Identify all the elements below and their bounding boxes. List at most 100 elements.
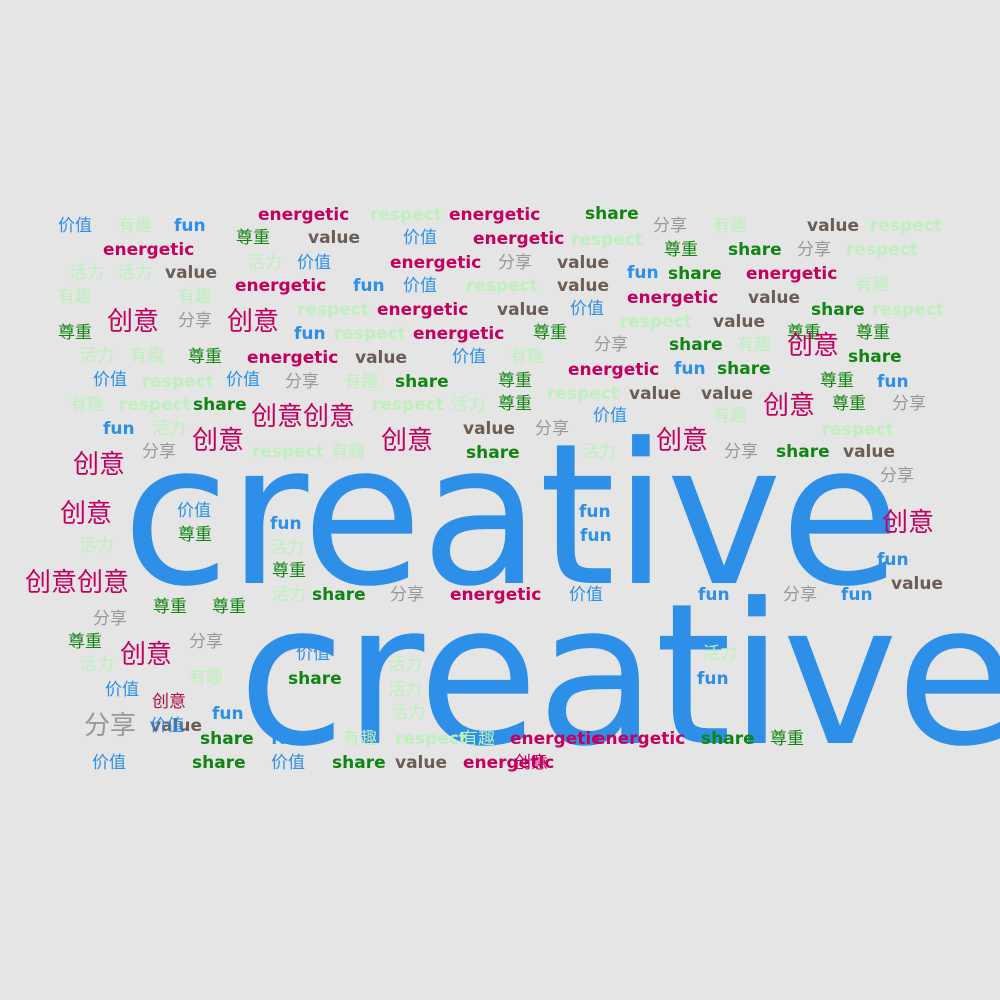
word-youqu: 有趣 xyxy=(344,372,378,392)
word-fenxiang: 分享 xyxy=(594,335,628,355)
word-jiazhi: 价值 xyxy=(403,228,437,248)
word-value: value xyxy=(701,384,754,404)
word-fenxiang: 分享 xyxy=(880,466,914,486)
word-youqu: 有趣 xyxy=(189,668,223,688)
word-huoli: 活力 xyxy=(388,655,422,675)
word-youqu: 有趣 xyxy=(713,216,747,236)
word-value: value xyxy=(629,384,682,404)
word-share: share xyxy=(669,335,723,355)
word-share: share xyxy=(312,585,366,605)
word-chuangyi: 创意 xyxy=(73,450,126,480)
word-youqu: 有趣 xyxy=(461,729,495,749)
word-zunzhong: 尊重 xyxy=(533,323,567,343)
word-fun: fun xyxy=(627,263,659,283)
word-respect: respect xyxy=(334,324,406,344)
word-jiazhi: 价值 xyxy=(593,406,627,426)
word-value: value xyxy=(355,348,408,368)
word-fun: fun xyxy=(674,359,706,379)
word-respect: respect xyxy=(370,205,442,225)
word-zunzhong: 尊重 xyxy=(68,632,102,652)
word-huoli: 活力 xyxy=(80,536,114,556)
word-youqu: 有趣 xyxy=(152,692,186,712)
word-fun: fun xyxy=(580,526,612,546)
word-jiazhi: 价值 xyxy=(105,680,139,700)
word-youqu: 有趣 xyxy=(713,406,747,426)
word-chuangyi: 创意 xyxy=(227,307,280,337)
word-zunzhong: 尊重 xyxy=(153,597,187,617)
word-share: share xyxy=(848,347,902,367)
word-zunzhong: 尊重 xyxy=(856,323,890,343)
word-zunzhong: 尊重 xyxy=(787,323,821,343)
word-chuangyi: 创意 xyxy=(60,499,113,529)
word-respect: respect xyxy=(870,216,942,236)
word-youqu: 有趣 xyxy=(343,729,377,749)
word-chuangyi: 创意 xyxy=(152,692,186,712)
word-jiazhi: 价值 xyxy=(150,716,184,736)
word-chuangyi: 创意 xyxy=(787,331,840,361)
word-respect: respect xyxy=(395,729,467,749)
word-share: share xyxy=(701,729,755,749)
word-youqu: 有趣 xyxy=(130,346,164,366)
word-fenxiang: 分享 xyxy=(178,311,212,331)
word-share: share xyxy=(585,204,639,224)
word-respect: respect xyxy=(119,395,191,415)
word-energetic: energetic xyxy=(258,205,350,225)
word-fun: fun xyxy=(841,585,873,605)
word-value: value xyxy=(395,753,448,773)
word-respect: respect xyxy=(872,300,944,320)
word-chuangyi: 创意 xyxy=(107,307,160,337)
word-jiazhi: 价值 xyxy=(92,753,126,773)
word-fenxiang: 分享 xyxy=(285,372,319,392)
word-value: value xyxy=(150,716,203,736)
word-jiazhi: 价值 xyxy=(296,644,330,664)
word-share: share xyxy=(776,442,830,462)
word-fun: fun xyxy=(212,704,244,724)
word-share: share xyxy=(332,753,386,773)
word-respect: respect xyxy=(252,442,324,462)
word-zunzhong: 尊重 xyxy=(664,240,698,260)
word-huoli: 活力 xyxy=(391,703,425,723)
word-fun: fun xyxy=(877,550,909,570)
word-energetic: energetic xyxy=(627,288,719,308)
word-huoli: 活力 xyxy=(272,585,306,605)
word-youqu: 有趣 xyxy=(118,216,152,236)
word-huoli: 活力 xyxy=(582,442,616,462)
word-respect: respect xyxy=(547,384,619,404)
word-fun: fun xyxy=(353,276,385,296)
word-chuangyi: 创意 xyxy=(381,426,434,456)
word-chuangyi-chuangyi: 创意创意 xyxy=(251,402,356,432)
word-share: share xyxy=(717,359,771,379)
word-huoli: 活力 xyxy=(80,655,114,675)
word-energetic: energetic xyxy=(103,240,195,260)
word-chuangyi-chuangyi: 创意创意 xyxy=(25,568,130,598)
word-fenxiang: 分享 xyxy=(892,394,926,414)
word-youqu: 有趣 xyxy=(70,395,104,415)
word-jiazhi: 价值 xyxy=(58,216,92,236)
word-fun: fun xyxy=(698,585,730,605)
word-huoli: 活力 xyxy=(703,644,737,664)
word-huoli: 活力 xyxy=(152,419,186,439)
word-huoli: 活力 xyxy=(451,395,485,415)
word-share: share xyxy=(395,372,449,392)
word-chuangyi: 创意 xyxy=(763,391,816,421)
word-fun: fun xyxy=(877,372,909,392)
word-jiazhi: 价值 xyxy=(403,276,437,296)
word-value: value xyxy=(557,276,610,296)
word-energetic: energetic xyxy=(377,300,469,320)
word-jiazhi: 价值 xyxy=(297,253,331,273)
word-chuangyi: 创意 xyxy=(656,426,709,456)
word-youqu: 有趣 xyxy=(58,287,92,307)
word-value: value xyxy=(713,312,766,332)
word-chuangyi: 创意 xyxy=(192,426,245,456)
word-fun: fun xyxy=(294,324,326,344)
word-zunzhong: 尊重 xyxy=(188,347,222,367)
word-youqu: 有趣 xyxy=(331,442,365,462)
word-energetic: energetic xyxy=(247,348,339,368)
word-creative: creative xyxy=(238,562,1000,790)
word-fun: fun xyxy=(103,419,135,439)
word-share: share xyxy=(728,240,782,260)
word-share: share xyxy=(192,753,246,773)
word-huoli: 活力 xyxy=(80,346,114,366)
word-huoli: 活力 xyxy=(248,253,282,273)
word-jiazhi: 价值 xyxy=(452,347,486,367)
